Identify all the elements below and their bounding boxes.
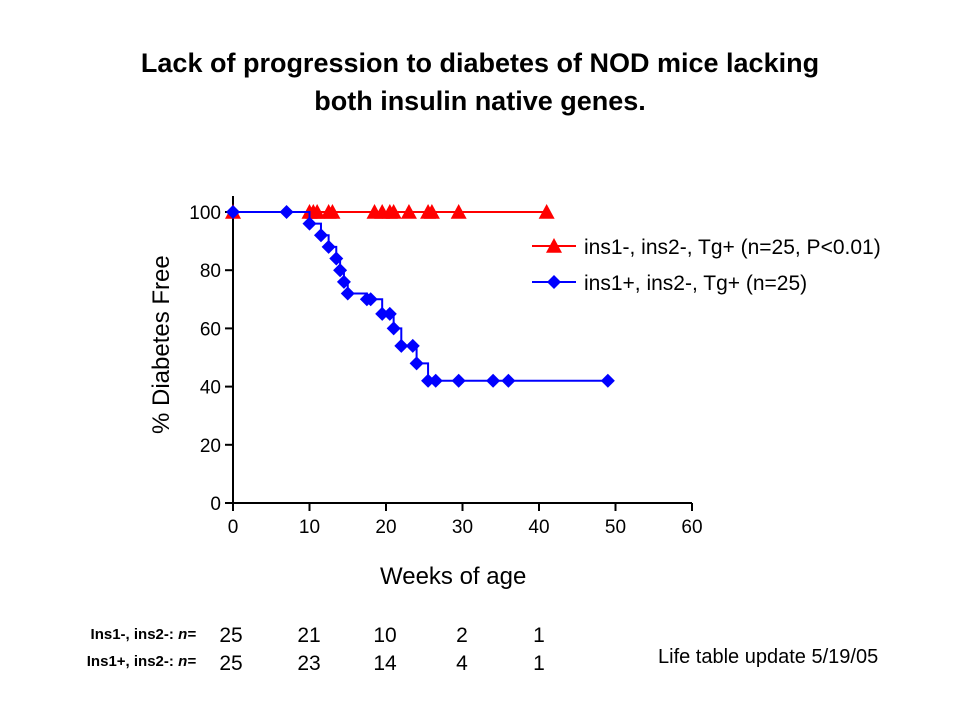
- risk-row2-value: 4: [456, 652, 468, 675]
- diamond-marker: [486, 373, 501, 388]
- x-tick-label: 0: [228, 517, 239, 538]
- risk-row1-genotype: Ins1-, ins2-:: [90, 626, 179, 643]
- diamond-marker: [302, 216, 317, 231]
- legend-label: ins1-, ins2-, Tg+ (n=25, P<0.01): [584, 236, 881, 259]
- risk-row2-label: Ins1+, ins2-: n=: [0, 653, 196, 670]
- y-axis-label: % Diabetes Free: [148, 255, 175, 434]
- x-tick-label: 10: [299, 517, 320, 538]
- series-layer: [225, 204, 615, 388]
- y-tick-label: 80: [200, 261, 221, 282]
- risk-row1-label: Ins1-, ins2-: n=: [0, 626, 196, 643]
- x-tick-label: 60: [681, 517, 702, 538]
- diamond-marker: [428, 373, 443, 388]
- risk-row1-value: 21: [297, 624, 321, 647]
- diamond-marker: [547, 275, 561, 289]
- risk-row1-value: 1: [533, 624, 545, 647]
- x-ticks: 0 10 20 30 40 50 60: [228, 503, 703, 538]
- y-ticks: 0 20 40 60 80 100: [189, 203, 233, 515]
- chart-title: Lack of progression to diabetes of NOD m…: [0, 44, 960, 120]
- risk-row1-n: n=: [178, 626, 196, 643]
- triangle-marker: [400, 204, 417, 219]
- triangle-marker: [423, 204, 440, 219]
- series-2: [226, 205, 615, 388]
- triangle-marker: [546, 238, 562, 253]
- diamond-marker: [340, 286, 355, 301]
- triangle-marker: [385, 204, 402, 219]
- diamond-marker: [451, 373, 466, 388]
- triangle-marker: [450, 204, 467, 219]
- y-tick-label: 20: [200, 436, 221, 457]
- risk-row2-value: 1: [533, 652, 545, 675]
- x-axis-label: Weeks of age: [380, 563, 526, 590]
- risk-row2-value: 25: [219, 652, 243, 675]
- diamond-marker: [363, 292, 378, 307]
- series-line: [233, 211, 608, 382]
- legend-label: ins1+, ins2-, Tg+ (n=25): [584, 272, 807, 295]
- diamond-marker: [501, 373, 516, 388]
- x-tick-label: 40: [528, 517, 549, 538]
- y-tick-label: 60: [200, 319, 221, 340]
- risk-row1-value: 2: [456, 624, 468, 647]
- diamond-marker: [382, 306, 397, 321]
- diamond-marker: [394, 338, 409, 353]
- risk-row2-value: 14: [373, 652, 397, 675]
- y-tick-label: 40: [200, 378, 221, 399]
- footnote: Life table update 5/19/05: [658, 646, 879, 668]
- diamond-marker: [409, 356, 424, 371]
- risk-row2-genotype: Ins1+, ins2-:: [86, 653, 179, 670]
- triangle-marker: [324, 204, 341, 219]
- x-tick-label: 30: [452, 517, 473, 538]
- risk-row2-value: 23: [297, 652, 321, 675]
- diamond-marker: [321, 239, 336, 254]
- diamond-marker: [336, 274, 351, 289]
- diamond-marker: [600, 373, 615, 388]
- diamond-marker: [226, 205, 240, 219]
- triangle-marker: [309, 204, 326, 219]
- risk-row1-value: 25: [219, 624, 243, 647]
- x-tick-label: 50: [605, 517, 626, 538]
- risk-row2-n: n=: [178, 653, 196, 670]
- diamond-marker: [421, 373, 436, 388]
- x-tick-label: 20: [375, 517, 396, 538]
- diamond-marker: [313, 228, 328, 243]
- chart-title-line2: both insulin native genes.: [314, 86, 646, 116]
- diamond-marker: [333, 263, 348, 278]
- diamond-marker: [405, 338, 420, 353]
- triangle-marker: [538, 204, 555, 219]
- diamond-marker: [375, 306, 390, 321]
- y-tick-label: 100: [189, 203, 221, 224]
- diamond-marker: [279, 205, 294, 219]
- y-tick-label: 0: [210, 494, 221, 515]
- chart-title-line1: Lack of progression to diabetes of NOD m…: [140, 48, 820, 78]
- diamond-marker: [386, 321, 401, 336]
- risk-row1-value: 10: [373, 624, 397, 647]
- diamond-marker: [329, 251, 344, 266]
- legend: ins1-, ins2-, Tg+ (n=25, P<0.01) ins1+, i…: [532, 236, 881, 295]
